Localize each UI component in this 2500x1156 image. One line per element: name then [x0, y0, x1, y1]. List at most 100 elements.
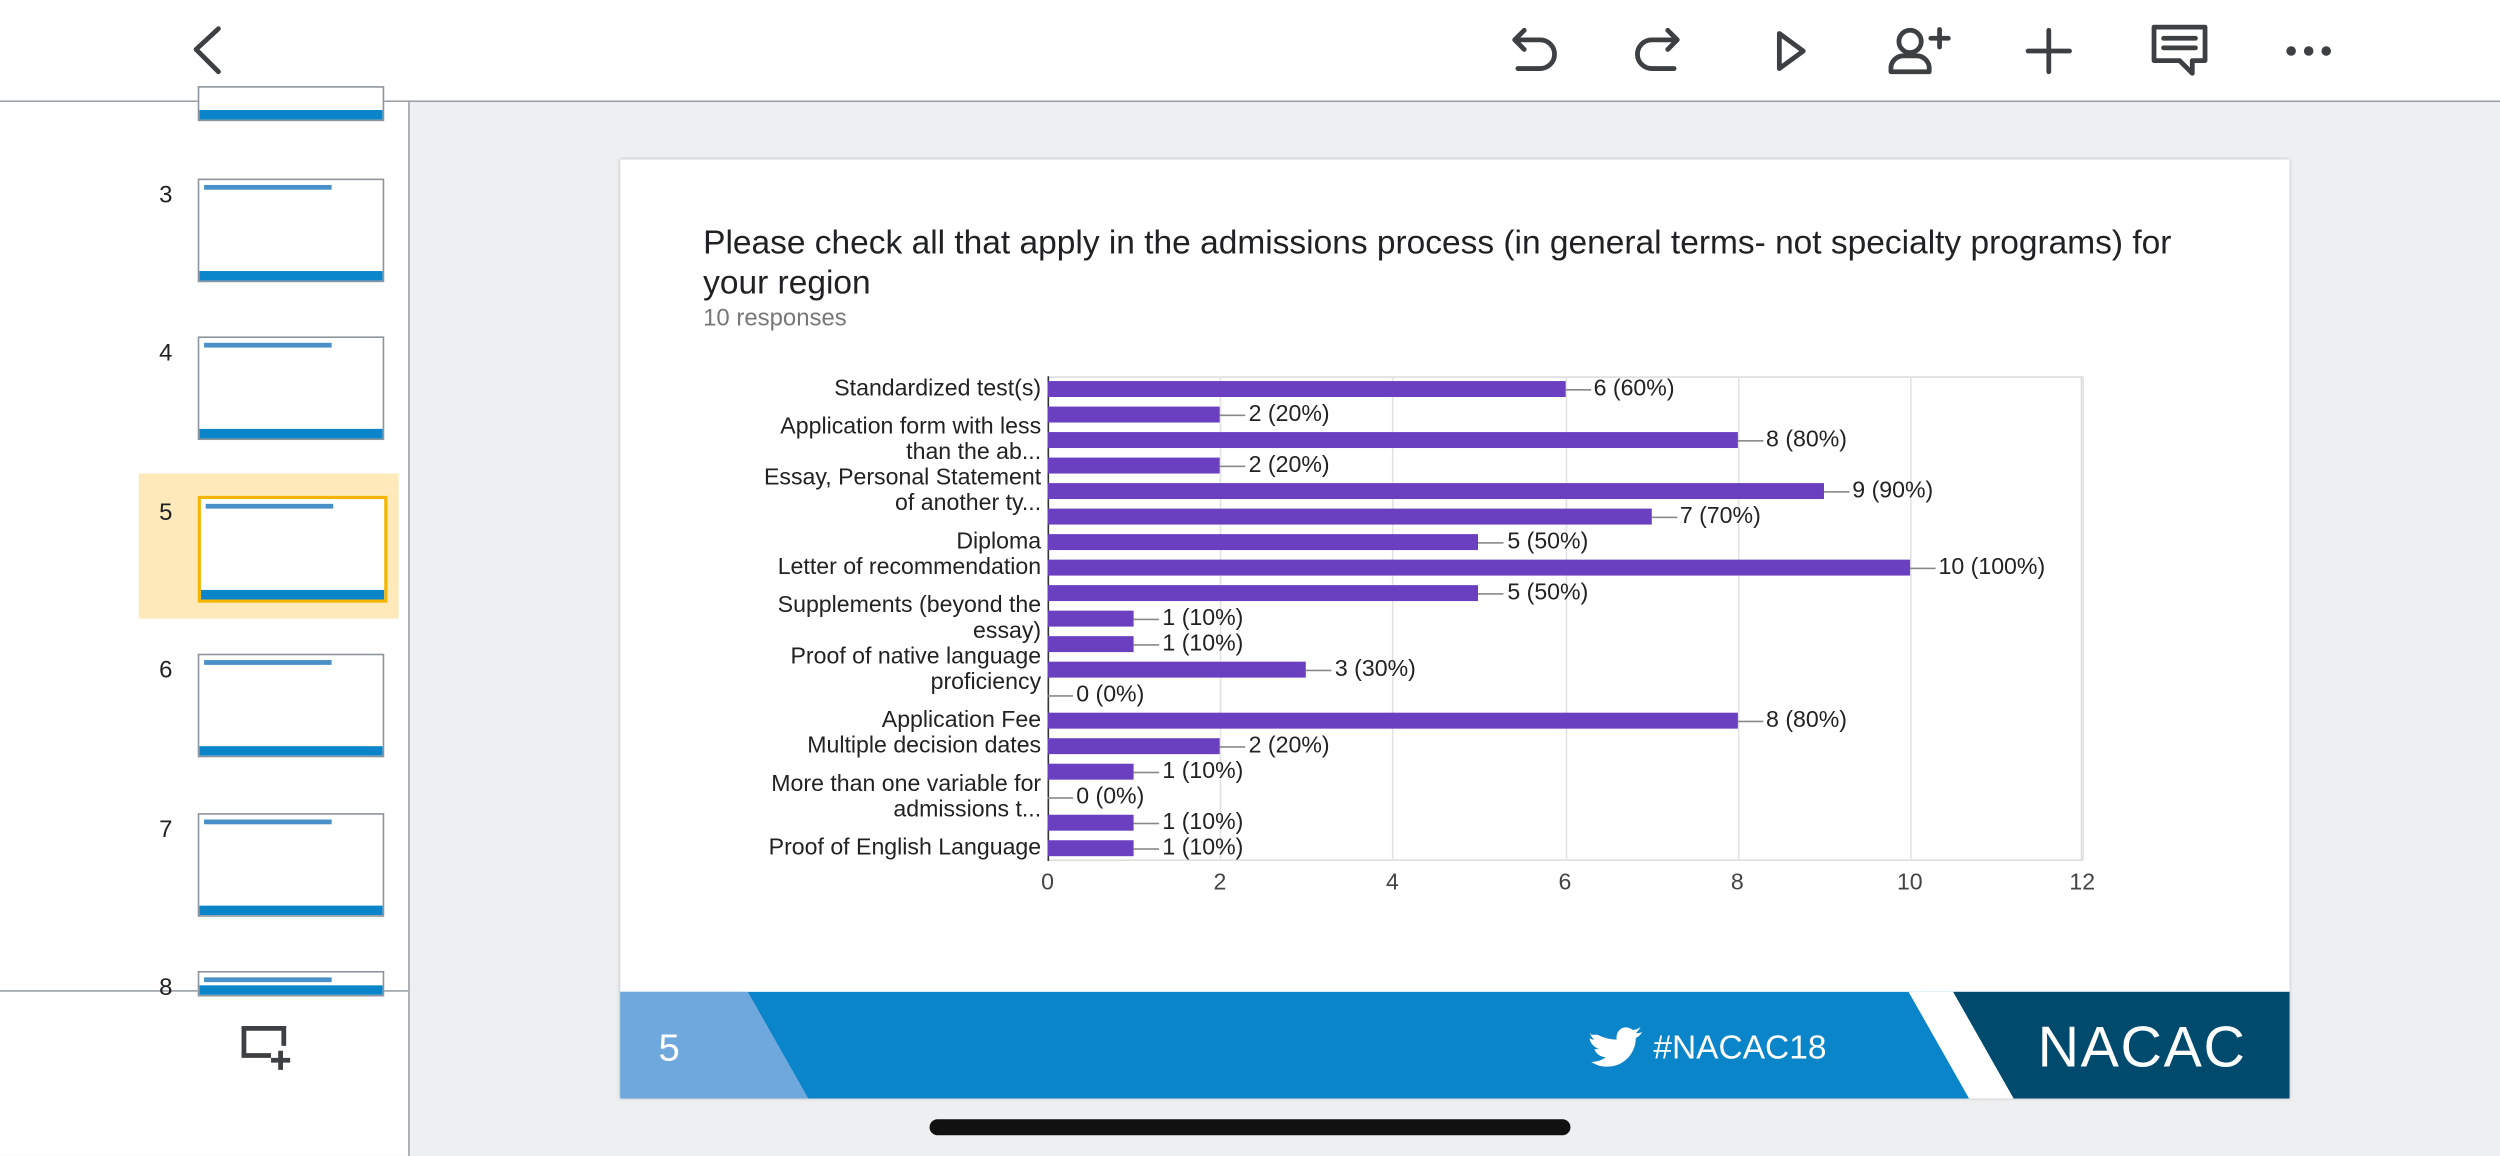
thumbnail-footer [199, 905, 383, 916]
x-tick-label: 2 [1213, 870, 1227, 897]
bar [1047, 610, 1134, 627]
value-label: 5 (50%) [1507, 580, 1589, 606]
value-label: 1 (10%) [1162, 631, 1244, 657]
bar [1047, 559, 1910, 576]
grid-line [1564, 376, 1567, 861]
slide-thumbnail[interactable] [197, 653, 385, 758]
thumbnail-heading [204, 342, 332, 348]
value-label: 0 (0%) [1076, 682, 1145, 708]
value-label: 1 (10%) [1162, 809, 1244, 836]
x-tick-label: 8 [1730, 870, 1744, 897]
label-connector [1823, 491, 1850, 493]
label-connector [1047, 695, 1074, 697]
label-connector [1219, 746, 1246, 748]
value-label: 9 (90%) [1852, 478, 1934, 504]
chart-title: Please check all that apply in the admis… [703, 224, 2172, 302]
back-button[interactable] [193, 26, 221, 75]
bar [1047, 585, 1479, 602]
label-connector [1737, 720, 1763, 723]
label-connector [1219, 414, 1246, 417]
slide-panel: 3 4 5 6 7 8 [0, 86, 410, 1156]
slide-thumbnail[interactable] [197, 178, 385, 283]
undo-button[interactable] [1512, 27, 1557, 71]
slide-number: 7 [159, 816, 173, 844]
value-label: 3 (30%) [1334, 656, 1416, 683]
value-label: 1 (10%) [1162, 835, 1244, 861]
category-label: Supplements (beyond the essay) [777, 593, 1042, 645]
category-label: Proof of English Language [768, 835, 1042, 861]
label-connector [1651, 516, 1677, 519]
grid-line [1219, 376, 1222, 861]
slide-thumbnail[interactable] [197, 813, 385, 917]
grid-line [1909, 376, 1912, 861]
label-connector [1133, 644, 1160, 646]
more-button[interactable] [2286, 46, 2331, 56]
redo-button[interactable] [1635, 27, 1680, 71]
slide-thumbnail[interactable] [197, 495, 388, 603]
label-connector [1478, 593, 1505, 595]
share-button[interactable] [1888, 27, 1951, 75]
x-tick-label: 0 [1041, 870, 1054, 897]
category-label: Multiple decision dates [807, 733, 1042, 759]
value-label: 2 (20%) [1248, 452, 1330, 479]
slide-number: 3 [159, 181, 173, 209]
x-tick-label: 10 [1896, 870, 1923, 897]
thumbnail-heading [204, 660, 332, 665]
slide-thumbnail[interactable] [197, 86, 385, 122]
bar [1047, 483, 1824, 500]
label-connector [1909, 567, 1936, 570]
present-button[interactable] [1776, 31, 1806, 71]
label-connector [1047, 797, 1074, 799]
thumbnail-heading [204, 819, 332, 825]
label-connector [1306, 669, 1332, 672]
value-label: 7 (70%) [1679, 503, 1761, 530]
bar [1047, 636, 1134, 653]
thumbnail-footer [199, 985, 383, 995]
slide-thumbnail[interactable] [197, 970, 385, 997]
value-label: 2 (20%) [1248, 401, 1330, 428]
value-label: 0 (0%) [1076, 784, 1145, 810]
bar [1047, 763, 1134, 780]
category-label: Letter of recommendation [777, 554, 1042, 581]
bar [1047, 712, 1738, 729]
slide-number: 5 [159, 499, 173, 527]
slide-number: 5 [658, 1026, 680, 1070]
thumbnail-footer [200, 589, 385, 600]
category-label: Application Fee [881, 707, 1042, 734]
bar [1047, 508, 1652, 525]
home-indicator [929, 1119, 1571, 1136]
bar [1047, 738, 1220, 755]
label-connector [1133, 771, 1160, 774]
slide: Please check all that apply in the admis… [620, 159, 2290, 1099]
toolbar [0, 0, 2500, 103]
slide-thumbnail[interactable] [197, 336, 385, 441]
grid-line [1737, 376, 1739, 861]
label-connector [1133, 848, 1160, 850]
category-label: Standardized test(s) [834, 376, 1042, 402]
value-label: 5 (50%) [1507, 529, 1589, 555]
bar [1047, 814, 1134, 831]
value-label: 1 (10%) [1162, 605, 1244, 632]
grid-line [1392, 376, 1395, 861]
slide-number: 6 [159, 656, 173, 684]
insert-button[interactable] [2025, 27, 2072, 75]
label-connector [1133, 618, 1160, 621]
label-connector [1219, 465, 1246, 468]
category-label: Proof of native language proficiency [790, 644, 1042, 696]
chart-subtitle: 10 responses [703, 304, 847, 332]
bar [1047, 381, 1565, 398]
x-tick-label: 4 [1385, 870, 1399, 897]
slide-number: 4 [159, 339, 173, 367]
value-label: 8 (80%) [1766, 707, 1848, 734]
bar [1047, 840, 1134, 857]
grid-line [2082, 376, 2084, 861]
thumbnail-heading [204, 977, 332, 983]
thumbnail-footer [199, 428, 383, 439]
value-label: 6 (60%) [1593, 376, 1675, 402]
add-slide-button[interactable] [239, 1024, 296, 1072]
comment-button[interactable] [2151, 24, 2208, 76]
bar [1047, 457, 1220, 474]
thumbnail-footer [199, 271, 383, 281]
